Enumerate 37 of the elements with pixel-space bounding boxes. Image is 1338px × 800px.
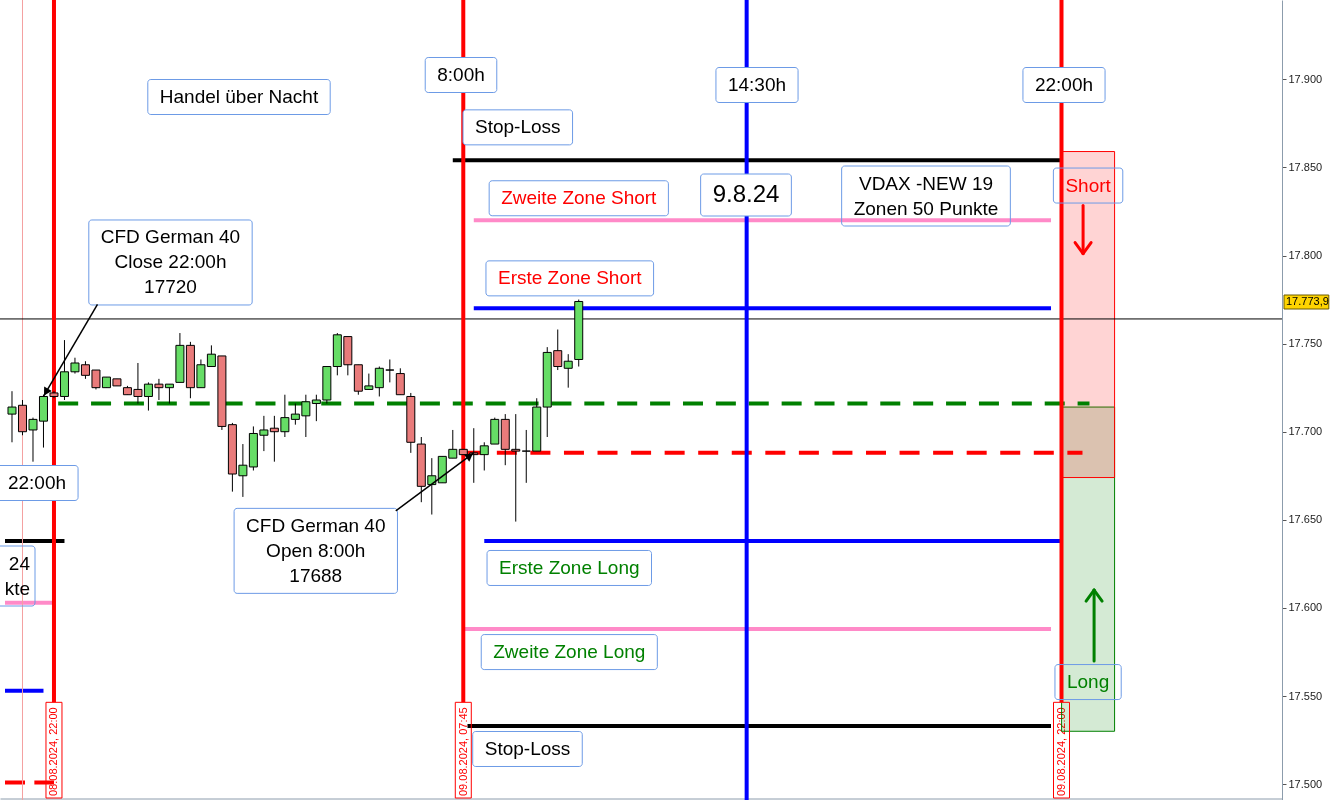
annotation: Zweite Zone Short bbox=[501, 187, 658, 209]
candlestick bbox=[563, 353, 573, 389]
y-tick-label: 17.850 bbox=[1288, 160, 1323, 173]
annotation: Erste Zone Long bbox=[499, 556, 640, 578]
annotation: CFD German 40 Close 22:00h 17720 bbox=[100, 226, 241, 298]
y-tick-label: 17.550 bbox=[1288, 689, 1323, 702]
x-tick-label: 08.08.2024, 22:00 bbox=[47, 707, 60, 796]
annotation: 8:00h bbox=[437, 64, 485, 85]
y-tick-label: 17.900 bbox=[1288, 72, 1323, 85]
annotation: Stop-Loss bbox=[484, 737, 571, 759]
y-tick-label: 17.600 bbox=[1288, 601, 1323, 614]
annotation: 24 kte bbox=[4, 552, 31, 599]
candlestick bbox=[521, 429, 531, 484]
annotation: 9.8.24 bbox=[712, 180, 780, 207]
x-tick-label: 09.08.2024, 22:00 bbox=[1055, 707, 1067, 796]
candlestick bbox=[395, 367, 405, 396]
y-tick-label: 17.700 bbox=[1288, 425, 1323, 438]
series-label: Long bbox=[1066, 671, 1110, 693]
annotation: VDAX -NEW 19 Zonen 50 Punkte bbox=[853, 172, 999, 219]
y-tick-label: 17.800 bbox=[1288, 249, 1323, 262]
y-tick-label: 17.750 bbox=[1288, 337, 1323, 350]
x-tick-label: 09.08.2024, 07:45 bbox=[456, 707, 469, 796]
y-tick-label: 17.500 bbox=[1288, 777, 1323, 790]
annotation: 22:00h bbox=[1034, 74, 1094, 95]
series-label: Short bbox=[1065, 174, 1112, 196]
annotation: CFD German 40 Open 8:00h 17688 bbox=[246, 514, 386, 586]
candlestick bbox=[479, 441, 489, 471]
annotation: Stop-Loss bbox=[475, 116, 561, 138]
annotation: Zweite Zone Long bbox=[493, 641, 646, 663]
annotation: Erste Zone Short bbox=[497, 267, 643, 289]
candlestick bbox=[374, 366, 384, 397]
annotation: 14:30h bbox=[727, 74, 787, 95]
annotation: Handel über Nacht bbox=[159, 86, 319, 107]
text: 17.773,9 bbox=[1286, 295, 1329, 307]
y-tick-label: 17.650 bbox=[1288, 513, 1323, 526]
candlestick bbox=[385, 358, 395, 383]
annotation: 22:00h bbox=[7, 472, 67, 493]
